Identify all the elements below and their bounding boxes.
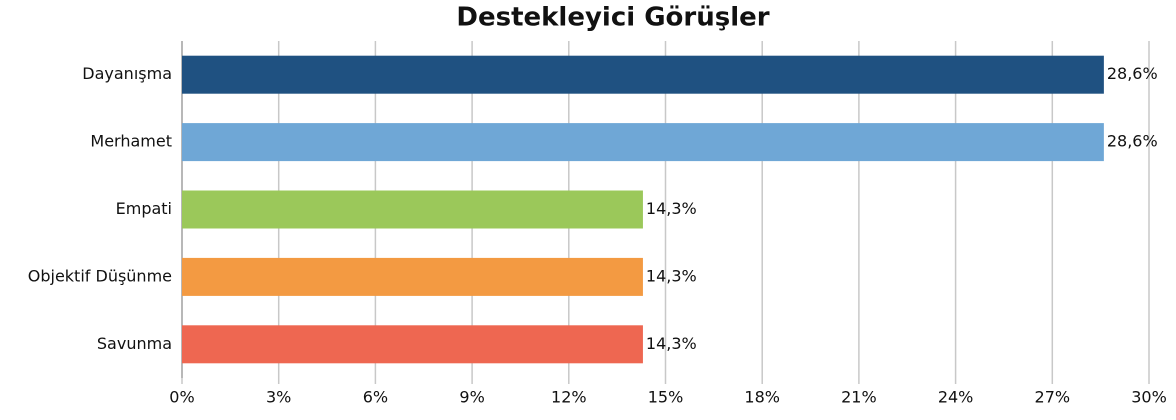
data-label: 28,6% xyxy=(1107,64,1158,83)
data-label: 14,3% xyxy=(646,334,697,353)
y-tick-label: Dayanışma xyxy=(82,64,172,83)
x-tick-label: 6% xyxy=(363,388,388,407)
x-tick-label: 3% xyxy=(266,388,291,407)
x-tick-label: 21% xyxy=(841,388,877,407)
x-tick-label: 27% xyxy=(1035,388,1071,407)
x-tick-label: 18% xyxy=(744,388,780,407)
data-label: 28,6% xyxy=(1107,132,1158,151)
x-tick-label: 0% xyxy=(169,388,194,407)
data-label: 14,3% xyxy=(646,266,697,285)
x-tick-label: 9% xyxy=(459,388,484,407)
x-tick-label: 15% xyxy=(648,388,684,407)
bar xyxy=(182,55,1104,94)
chart-title: Destekleyici Görüşler xyxy=(456,3,769,33)
x-tick-label: 24% xyxy=(938,388,974,407)
x-tick-label: 12% xyxy=(551,388,587,407)
data-label: 14,3% xyxy=(646,199,697,218)
y-tick-label: Objektif Düşünme xyxy=(28,266,172,285)
y-tick-label: Merhamet xyxy=(90,132,172,151)
bar xyxy=(182,325,643,364)
y-tick-label: Empati xyxy=(116,199,172,218)
x-tick-label: 30% xyxy=(1131,388,1167,407)
bar xyxy=(182,257,643,296)
bar xyxy=(182,123,1104,162)
y-tick-label: Savunma xyxy=(97,334,172,353)
bar xyxy=(182,190,643,229)
